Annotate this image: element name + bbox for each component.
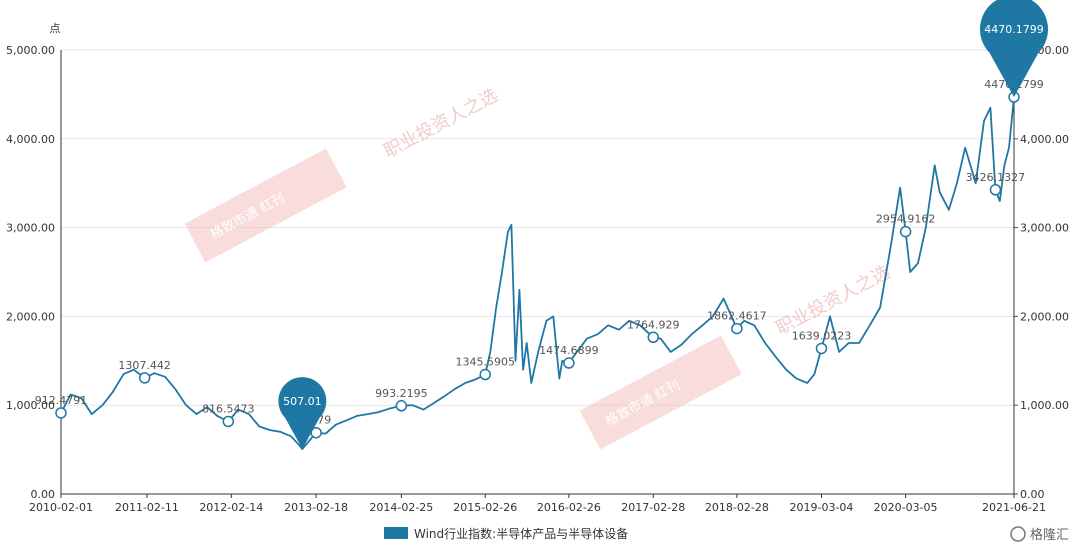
data-point-marker: [899, 225, 912, 238]
x-tick-label: 2018-02-28: [705, 501, 769, 514]
x-tick-label: 2017-02-28: [621, 501, 685, 514]
data-point-marker: [138, 372, 151, 384]
data-label: 3426.1327: [966, 171, 1026, 184]
watermark-slogan-1: 职业投资人之选: [380, 85, 501, 163]
x-tick-label: 2012-02-14: [199, 501, 263, 514]
x-tick-label: 2010-02-01: [29, 501, 93, 514]
data-point-marker: [563, 357, 575, 369]
data-point-marker: [815, 342, 828, 355]
data-label: 1474.6899: [539, 344, 599, 357]
chart-legend[interactable]: Wind行业指数:半导体产品与半导体设备: [384, 526, 628, 541]
y2-tick-label: 1,000.00: [1020, 399, 1069, 412]
y-tick-label: 1,000.00: [6, 399, 55, 412]
y-tick-label: 4,000.00: [6, 133, 55, 146]
x-tick-label: 2014-02-25: [369, 501, 433, 514]
pin-marker: [278, 377, 327, 449]
y-tick-label: 0.00: [31, 488, 56, 501]
data-label: 1345.5905: [455, 356, 515, 369]
chart-series: [60, 96, 1015, 450]
data-label: 2954.9162: [876, 213, 936, 226]
chart-axes: 0.00 0.00 1,000.00 1,000.00 2,000.00 2,000.00…: [6, 22, 1069, 514]
x-tick-label: 2015-02-26: [453, 501, 517, 514]
data-label: 912.4791: [35, 394, 88, 407]
y-tick-label: 5,000.00: [6, 44, 55, 57]
y2-tick-label: 3,000.00: [1020, 222, 1069, 235]
data-label: 993.2195: [375, 387, 428, 400]
y-axis-unit: 点: [50, 22, 61, 35]
x-tick-label: 2013-02-18: [284, 501, 348, 514]
pin-label: 4470.1799: [984, 23, 1044, 36]
y2-tick-label: 4,000.00: [1020, 133, 1069, 146]
data-point-marker: [989, 184, 1002, 196]
brand-logo-icon: [1010, 526, 1026, 542]
corner-brand-text: 格隆汇: [1030, 527, 1069, 543]
legend-swatch: [384, 527, 408, 539]
chart-data-labels: 912.47911307.442816.5473?6.79993.2195134…: [35, 78, 1044, 439]
data-point-marker: [395, 400, 408, 412]
x-tick-label: 2019-03-04: [790, 501, 854, 514]
data-label: 1307.442: [118, 359, 171, 372]
data-point-marker: [222, 415, 235, 428]
data-point-marker: [479, 368, 491, 381]
chart-gridlines: [61, 49, 1014, 406]
legend-label: Wind行业指数:半导体产品与半导体设备: [414, 526, 628, 541]
corner-brand: 格隆汇: [1010, 526, 1069, 543]
y2-tick-label: 0.00: [1020, 488, 1045, 501]
pin-label: 507.01: [283, 395, 322, 408]
x-tick-label: 2021-06-21: [982, 501, 1046, 514]
y-tick-label: 3,000.00: [6, 222, 55, 235]
data-point-marker: [647, 331, 659, 344]
y-tick-label: 2,000.00: [6, 310, 55, 323]
data-label: 1639.0223: [792, 329, 852, 342]
y2-tick-label: 2,000.00: [1020, 310, 1069, 323]
x-tick-label: 2016-02-26: [537, 501, 601, 514]
data-label: 1862.4617: [707, 310, 767, 323]
chart-pins: 507.01 4470.1799: [278, 0, 1048, 449]
x-tick-label: 2020-03-05: [874, 501, 938, 514]
watermark-badge-2: 格致市通 红刊: [579, 335, 742, 450]
series-line: [60, 96, 1015, 450]
watermark-badge-1: 格致市通 红刊: [184, 148, 347, 263]
data-label: 816.5473: [202, 402, 255, 415]
data-point-marker: [731, 322, 743, 335]
pin-marker: [980, 0, 1048, 98]
data-point-marker: [55, 407, 67, 419]
x-tick-label: 2011-02-11: [115, 501, 179, 514]
data-label: 1764.929: [627, 318, 680, 331]
